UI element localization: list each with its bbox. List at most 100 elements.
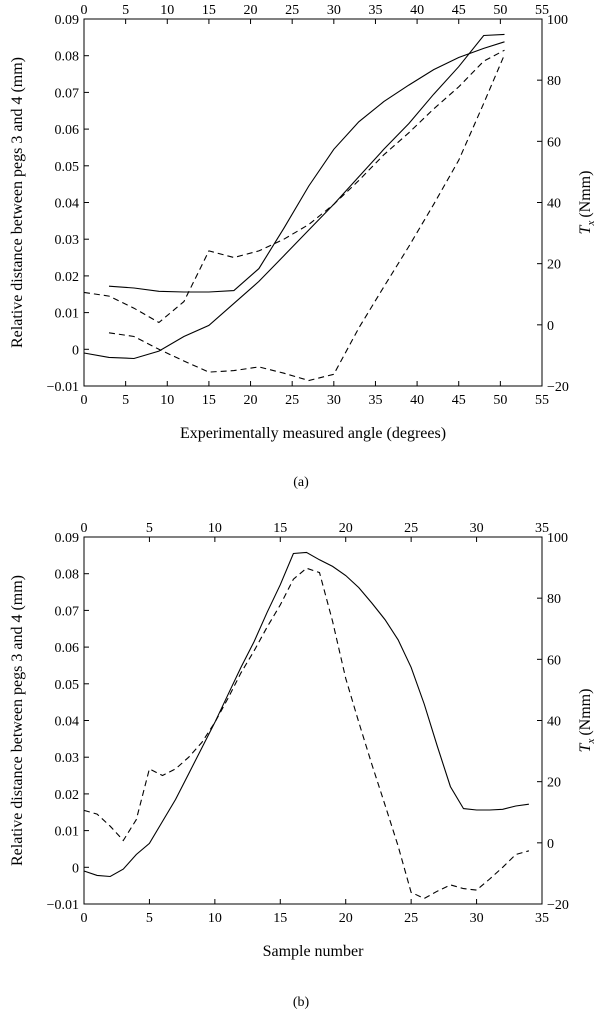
- series-line-solid: [108, 41, 505, 293]
- series-line-solid: [83, 33, 505, 360]
- plot-frame: [83, 18, 543, 387]
- x-tick-label-bottom: 10: [160, 393, 174, 408]
- x-tick-label-bottom: 15: [202, 393, 216, 408]
- y-left-tick-label: 0.09: [55, 531, 80, 546]
- x-tick-label-top: 30: [470, 521, 484, 536]
- series-line-dashed: [83, 49, 505, 324]
- y-right-tick-label: 20: [547, 258, 561, 273]
- y-right-axis-unit: (Nmm): [577, 171, 594, 218]
- x-tick-label-top: 10: [208, 521, 222, 536]
- y-left-tick-label: −0.01: [47, 380, 79, 395]
- y-left-tick-label: 0.07: [55, 604, 80, 619]
- x-tick-label-top: 50: [493, 3, 507, 18]
- y-right-axis-subscript: x: [585, 221, 597, 227]
- y-left-tick-label: 0.04: [55, 197, 80, 212]
- y-right-tick-label: −20: [547, 380, 569, 395]
- chart-panel-b: 0055101015152020252530303535−0.0100.010.…: [9, 521, 597, 1010]
- x-tick-label-bottom: 35: [535, 911, 549, 926]
- y-right-tick-label: −20: [547, 898, 569, 913]
- y-left-tick-label: 0.04: [55, 715, 80, 730]
- x-tick-label-bottom: 20: [244, 393, 258, 408]
- y-right-axis-symbol: T: [577, 224, 594, 234]
- y-right-tick-label: 100: [547, 531, 568, 546]
- x-tick-label-bottom: 20: [339, 911, 353, 926]
- y-right-tick-label: 100: [547, 13, 568, 28]
- y-left-tick-label: 0.06: [55, 641, 80, 656]
- y-right-tick-label: 80: [547, 74, 561, 89]
- y-left-tick-label: 0.08: [55, 568, 80, 583]
- x-tick-label-top: 20: [339, 521, 353, 536]
- plot-frame: [83, 536, 543, 905]
- y-left-tick-label: 0.01: [55, 825, 80, 840]
- x-axis-label: Experimentally measured angle (degrees): [180, 425, 446, 442]
- y-left-tick-label: 0.06: [55, 123, 80, 138]
- y-left-tick-label: 0: [72, 343, 79, 358]
- x-tick-label-bottom: 10: [208, 911, 222, 926]
- x-tick-label-top: 0: [81, 521, 88, 536]
- y-right-tick-label: 40: [547, 715, 561, 730]
- x-tick-label-top: 10: [160, 3, 174, 18]
- y-left-axis-label: Relative distance between pegs 3 and 4 (…: [9, 57, 26, 348]
- y-right-tick-label: 80: [547, 592, 561, 607]
- x-tick-label-bottom: 0: [81, 911, 88, 926]
- y-left-tick-label: 0: [72, 861, 79, 876]
- x-tick-label-top: 40: [410, 3, 424, 18]
- x-tick-label-bottom: 0: [81, 393, 88, 408]
- x-tick-label-top: 25: [285, 3, 299, 18]
- series-line-solid: [83, 551, 529, 878]
- y-left-tick-label: 0.03: [55, 751, 80, 766]
- x-tick-label-top: 15: [273, 521, 287, 536]
- y-right-tick-label: 20: [547, 776, 561, 791]
- x-tick-label-bottom: 30: [470, 911, 484, 926]
- x-tick-label-bottom: 40: [410, 393, 424, 408]
- x-tick-label-top: 35: [535, 521, 549, 536]
- x-tick-label-top: 25: [404, 521, 418, 536]
- x-tick-label-bottom: 30: [327, 393, 341, 408]
- y-left-tick-label: 0.07: [55, 86, 80, 101]
- y-right-axis-symbol: T: [577, 742, 594, 752]
- x-axis-label: Sample number: [263, 943, 365, 960]
- y-right-tick-label: 60: [547, 135, 561, 150]
- x-tick-label-bottom: 5: [122, 393, 129, 408]
- x-tick-label-top: 35: [368, 3, 382, 18]
- y-right-axis-subscript: x: [585, 739, 597, 745]
- x-tick-label-bottom: 25: [404, 911, 418, 926]
- y-right-axis-unit: (Nmm): [577, 689, 594, 736]
- y-left-tick-label: 0.08: [55, 50, 80, 65]
- x-tick-label-top: 30: [327, 3, 341, 18]
- series-line-dashed: [83, 567, 530, 900]
- x-tick-label-top: 55: [535, 3, 549, 18]
- x-tick-label-bottom: 55: [535, 393, 549, 408]
- x-tick-label-top: 15: [202, 3, 216, 18]
- panel-label: (b): [293, 995, 310, 1010]
- y-right-tick-label: 0: [547, 837, 554, 852]
- y-left-tick-label: 0.09: [55, 13, 80, 28]
- x-tick-label-bottom: 25: [285, 393, 299, 408]
- panel-label: (a): [293, 475, 309, 490]
- y-right-tick-label: 40: [547, 197, 561, 212]
- x-tick-label-bottom: 50: [493, 393, 507, 408]
- x-tick-label-top: 45: [452, 3, 466, 18]
- y-right-tick-label: 0: [547, 319, 554, 334]
- y-right-tick-label: 60: [547, 653, 561, 668]
- y-left-tick-label: 0.02: [55, 788, 80, 803]
- x-tick-label-bottom: 15: [273, 911, 287, 926]
- x-tick-label-bottom: 5: [146, 911, 153, 926]
- y-left-tick-label: 0.05: [55, 678, 80, 693]
- y-left-tick-label: 0.01: [55, 307, 80, 322]
- series-line-dashed: [108, 54, 506, 382]
- x-tick-label-top: 0: [81, 3, 88, 18]
- y-right-axis-label: Tx (Nmm): [577, 171, 597, 235]
- x-tick-label-top: 5: [146, 521, 153, 536]
- y-left-tick-label: 0.05: [55, 160, 80, 175]
- y-left-tick-label: 0.02: [55, 270, 80, 285]
- y-left-axis-label: Relative distance between pegs 3 and 4 (…: [9, 575, 26, 866]
- y-right-axis-label: Tx (Nmm): [577, 689, 597, 753]
- x-tick-label-top: 5: [122, 3, 129, 18]
- chart-panel-a: 0055101015152020252530303535404045455050…: [9, 3, 597, 490]
- x-tick-label-bottom: 45: [452, 393, 466, 408]
- y-left-tick-label: −0.01: [47, 898, 79, 913]
- x-tick-label-top: 20: [244, 3, 258, 18]
- y-left-tick-label: 0.03: [55, 233, 80, 248]
